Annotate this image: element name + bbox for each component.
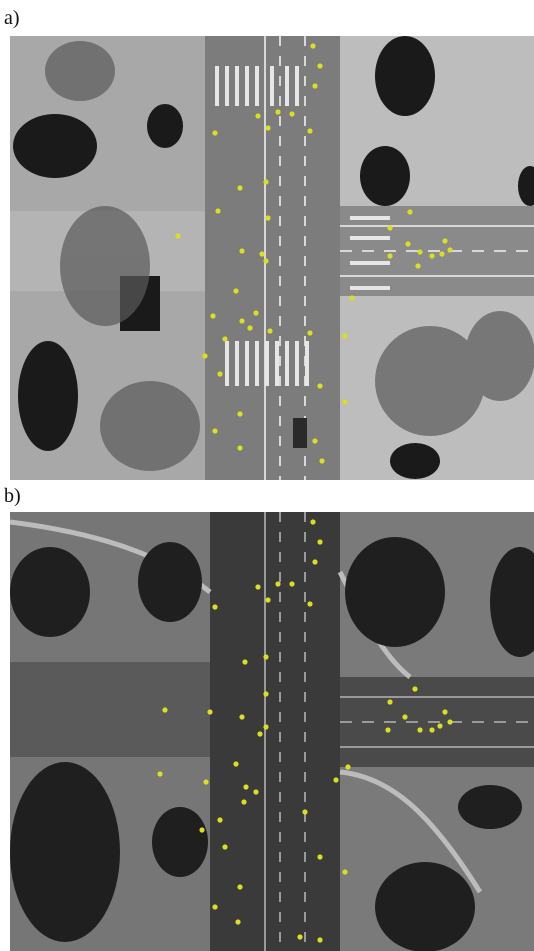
panel-a-image	[10, 36, 534, 480]
panel-a-label: a)	[4, 7, 20, 29]
aerial-photo-a	[10, 36, 534, 480]
detection-markers-b	[157, 519, 453, 943]
aerial-photo-b	[10, 512, 534, 951]
panel-b-image	[10, 512, 534, 951]
detection-markers-a	[175, 43, 453, 464]
panel-b-label: b)	[4, 485, 21, 507]
